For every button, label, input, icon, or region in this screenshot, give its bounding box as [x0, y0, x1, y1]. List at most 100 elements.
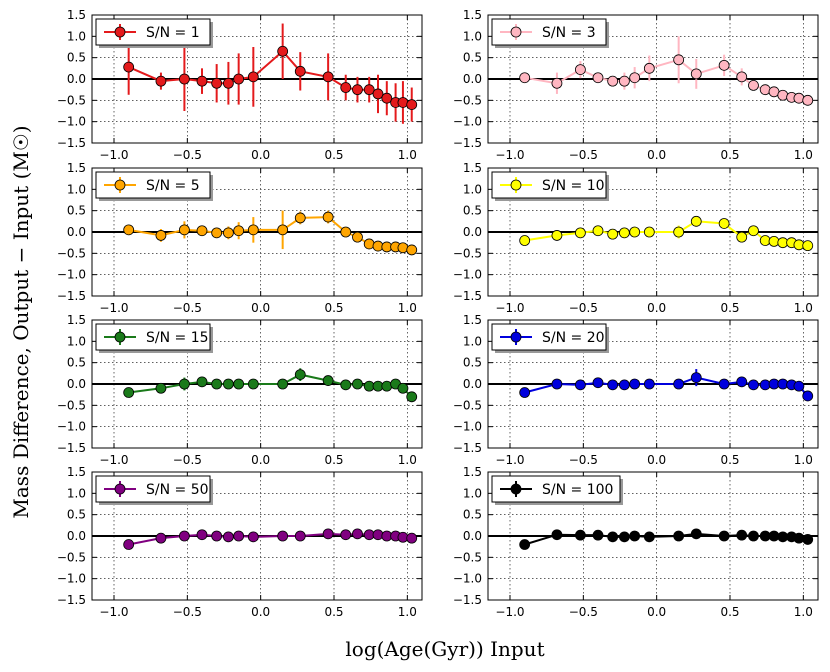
data-point	[793, 380, 805, 392]
data-point	[222, 378, 234, 390]
y-tick-label: 1.5	[463, 8, 482, 22]
y-tick-label: −1.0	[57, 115, 86, 129]
y-tick-label: −1.5	[57, 593, 86, 607]
data-point	[397, 382, 409, 394]
y-tick-label: 1.5	[67, 8, 86, 22]
legend-marker	[510, 483, 522, 495]
y-tick-label: 0.0	[463, 72, 482, 86]
y-tick-label: −1.0	[453, 420, 482, 434]
y-tick-label: −1.0	[453, 115, 482, 129]
y-tick-label: 1.0	[67, 486, 86, 500]
data-point	[196, 529, 208, 541]
data-point	[768, 235, 780, 247]
legend-box	[95, 18, 211, 46]
legend-label: S/N = 3	[542, 25, 596, 41]
y-tick-label: −1.5	[453, 441, 482, 455]
data-point	[551, 230, 563, 241]
data-point	[575, 529, 586, 541]
y-tick-label: 1.0	[463, 486, 482, 500]
y-tick-label: 0.0	[463, 225, 482, 239]
data-point	[748, 530, 759, 542]
y-tick-label: −1.5	[453, 136, 482, 150]
y-tick-label: −1.0	[57, 268, 86, 282]
data-point	[607, 379, 619, 391]
data-point	[802, 534, 814, 545]
y-tick-label: −0.5	[57, 550, 86, 564]
data-point	[222, 77, 234, 89]
data-point	[519, 387, 531, 398]
data-point	[629, 378, 641, 390]
y-tick-label: 1.0	[67, 334, 86, 348]
data-point	[178, 530, 190, 542]
data-point	[247, 378, 259, 390]
data-point	[340, 529, 352, 541]
data-point	[372, 88, 384, 100]
y-tick-label: −1.5	[57, 136, 86, 150]
x-tick-label: −0.5	[569, 605, 598, 619]
x-tick-label: −1.0	[495, 453, 524, 467]
legend-label: S/N = 15	[146, 330, 209, 346]
data-point	[519, 539, 531, 550]
x-tick-label: 0.5	[324, 605, 343, 619]
y-tick-label: −0.5	[453, 550, 482, 564]
data-point	[322, 211, 334, 223]
axes-frame	[91, 167, 423, 297]
data-point	[718, 218, 730, 229]
data-point	[397, 242, 409, 254]
data-point	[629, 226, 641, 238]
data-point	[736, 529, 748, 541]
data-point	[277, 45, 289, 57]
legend-label: S/N = 1	[146, 25, 200, 41]
x-tick-label: 0.0	[647, 605, 666, 619]
y-tick-label: 0.5	[463, 51, 482, 65]
data-point	[748, 80, 759, 91]
x-tick-label: −0.5	[173, 605, 202, 619]
y-tick-label: −1.0	[57, 420, 86, 434]
y-tick-label: −1.5	[453, 289, 482, 303]
axes-frame	[487, 14, 819, 144]
data-point	[519, 235, 531, 246]
x-tick-label: 1.0	[794, 301, 813, 315]
data-point	[381, 92, 393, 104]
axes-frame	[91, 319, 423, 449]
data-point	[155, 532, 167, 544]
data-point	[196, 75, 208, 87]
x-tick-label: −0.5	[569, 453, 598, 467]
y-tick-label: −0.5	[453, 398, 482, 412]
data-point	[575, 379, 586, 391]
data-point	[178, 378, 190, 390]
data-point	[247, 71, 259, 83]
x-tick-label: 0.0	[251, 301, 270, 315]
series	[519, 215, 814, 252]
data-point	[123, 224, 135, 236]
data-point	[233, 378, 245, 390]
y-tick-label: 0.5	[463, 204, 482, 218]
series	[123, 528, 418, 550]
data-point	[222, 531, 234, 543]
y-tick-label: 0.0	[67, 529, 86, 543]
x-tick-label: 0.5	[324, 453, 343, 467]
series	[123, 23, 418, 124]
data-point	[352, 528, 363, 540]
data-point	[629, 530, 641, 542]
data-point	[233, 530, 245, 542]
y-tick-label: −1.0	[453, 572, 482, 586]
y-tick-label: 0.5	[67, 356, 86, 370]
series	[123, 210, 418, 256]
data-point	[123, 61, 135, 73]
y-tick-label: −1.5	[57, 289, 86, 303]
x-tick-label: 1.0	[398, 148, 417, 162]
y-tick-label: 1.5	[463, 161, 482, 175]
x-tick-label: 1.0	[794, 148, 813, 162]
y-tick-label: 0.5	[67, 508, 86, 522]
data-point	[211, 378, 223, 390]
x-tick-label: −1.0	[99, 301, 128, 315]
data-point	[619, 75, 630, 87]
x-axis-label: log(Age(Gyr)) Input	[345, 637, 544, 661]
data-point	[690, 372, 702, 384]
x-tick-label: 1.0	[398, 605, 417, 619]
data-point	[592, 529, 604, 541]
panel-2: −1.0 −0.5 0.0 0.5 1.0 −1.5 −1.0 −0.5 0.0 0.5 1.0 1.…	[453, 8, 819, 162]
data-point	[777, 89, 789, 101]
data-point	[277, 530, 289, 542]
